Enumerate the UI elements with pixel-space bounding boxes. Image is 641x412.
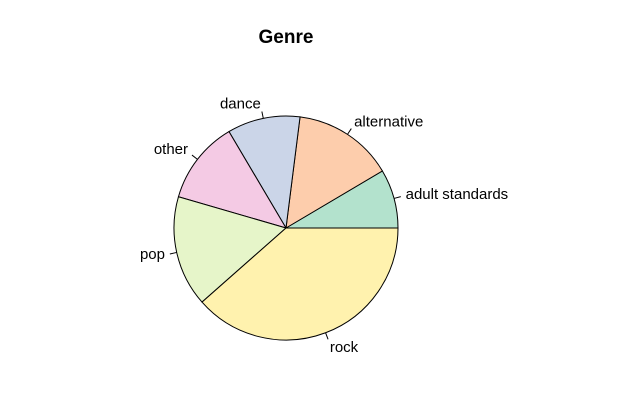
pie-slice-rock — [201, 227, 399, 341]
pie-slice-pop — [173, 196, 288, 303]
label-tick-adult-standards — [393, 196, 401, 199]
slice-label-rock: rock — [330, 339, 359, 356]
label-tick-alternative — [347, 128, 352, 135]
chart-title: Genre — [258, 27, 314, 48]
slice-label-pop: pop — [140, 246, 165, 263]
slice-label-alternative: alternative — [354, 113, 423, 130]
pie-slice-dance — [228, 115, 301, 230]
label-tick-other — [191, 154, 198, 160]
slice-label-adult-standards: adult standards — [406, 186, 509, 203]
label-tick-dance — [261, 111, 264, 119]
slice-label-dance: dance — [220, 96, 261, 113]
label-tick-rock — [325, 332, 329, 340]
label-tick-pop — [169, 251, 177, 255]
slice-label-other: other — [154, 141, 188, 158]
pie-slice-other — [177, 130, 288, 229]
